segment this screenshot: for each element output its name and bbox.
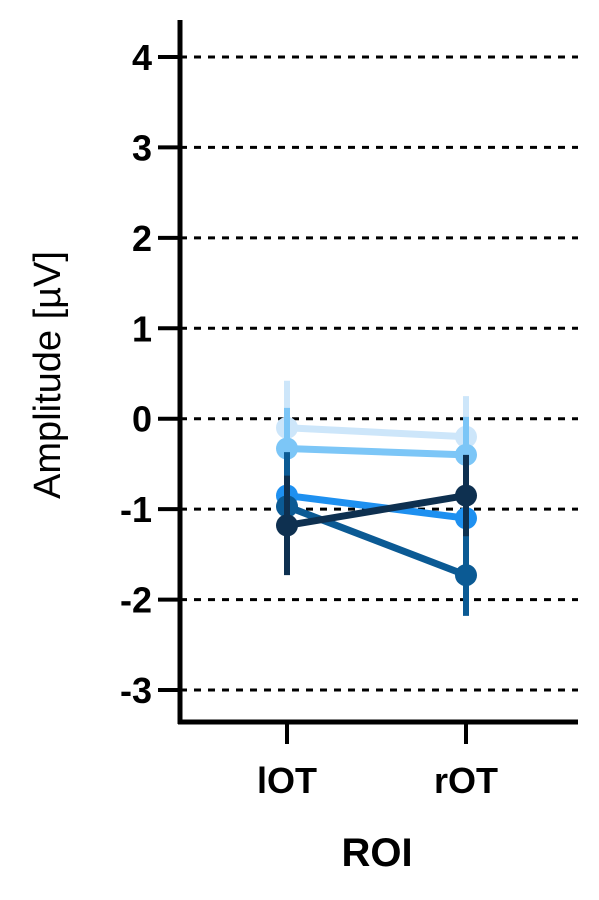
axes [158,20,578,744]
y-axis-title: Amplitude [µV] [27,251,69,499]
grid-lines [180,55,578,692]
y-tick-label: 2 [132,218,152,259]
series-1 [276,380,477,478]
x-tick-label: rOT [434,760,498,801]
tick-labels: 4 3 2 1 0 -1 -2 -3 lOT rOT [120,37,498,801]
series-2 [276,407,477,493]
data-point [276,437,298,460]
y-tick-label: 0 [132,399,152,440]
x-axis-title: ROI [341,831,412,875]
series-line [283,445,470,459]
data-point [455,484,477,507]
data-point [276,514,298,537]
series-4 [276,452,477,616]
series-line [283,424,470,441]
series-line [283,492,470,522]
x-tick-label: lOT [257,760,317,801]
series-group [276,380,477,616]
y-tick-label: -3 [120,670,152,711]
y-tick-label: -1 [120,489,152,530]
y-tick-label: 3 [132,127,152,168]
y-tick-label: 4 [132,37,152,78]
y-tick-label: 1 [132,308,152,349]
series-5 [276,454,477,576]
data-point [455,564,477,587]
series-line [283,492,470,529]
y-tick-label: -2 [120,580,152,621]
